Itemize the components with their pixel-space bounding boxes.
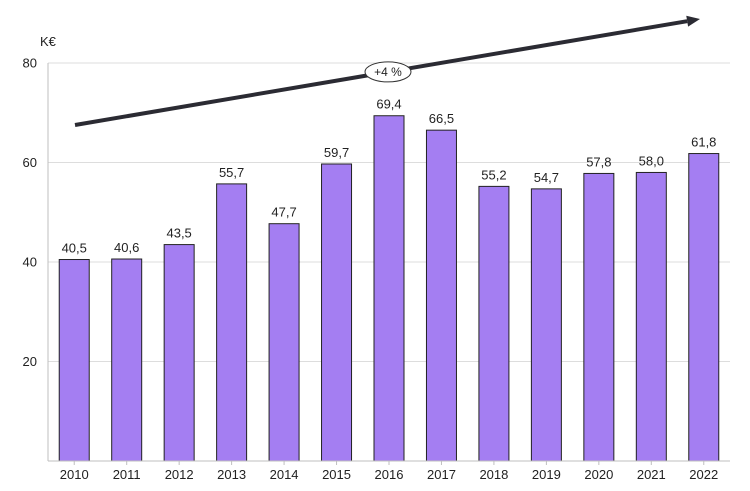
bars bbox=[58, 115, 720, 462]
y-tick-label: 20 bbox=[23, 354, 37, 369]
data-label-2011: 40,6 bbox=[114, 240, 139, 255]
data-label-2015: 59,7 bbox=[324, 145, 349, 160]
y-tick-label: 80 bbox=[23, 56, 37, 71]
y-tick-label: 60 bbox=[23, 155, 37, 170]
y-tick-label: 40 bbox=[23, 255, 37, 270]
bar-2016 bbox=[373, 115, 405, 462]
bar-2014 bbox=[268, 223, 300, 462]
x-tick-label-2011: 2011 bbox=[113, 467, 141, 482]
data-label-2016: 69,4 bbox=[376, 97, 401, 112]
bar-2017 bbox=[425, 129, 457, 462]
data-label-2021: 58,0 bbox=[639, 153, 664, 168]
data-label-2013: 55,7 bbox=[219, 165, 244, 180]
y-axis-unit-label: K€ bbox=[40, 34, 57, 49]
bar-2013 bbox=[216, 183, 248, 462]
trend-label-badge bbox=[364, 61, 412, 83]
data-label-2022: 61,8 bbox=[691, 135, 716, 150]
x-tick-label-2010: 2010 bbox=[60, 467, 89, 482]
data-label-2012: 43,5 bbox=[166, 226, 191, 241]
bar-2020 bbox=[583, 172, 615, 462]
x-tick-label-2021: 2021 bbox=[637, 467, 666, 482]
x-tick-label-2013: 2013 bbox=[217, 467, 246, 482]
bar-2022 bbox=[688, 153, 720, 462]
bar-2019 bbox=[530, 188, 562, 462]
x-axis: 2010 2011 2012 2013 2014 2015 2016 2017 2018 2019… bbox=[48, 460, 730, 482]
x-tick-label-2012: 2012 bbox=[165, 467, 194, 482]
data-labels: 40,5 40,6 43,5 55,7 47,7 59,7 69,4 66,5 55,2 54,7… bbox=[62, 97, 717, 256]
data-label-2010: 40,5 bbox=[62, 241, 87, 256]
y-axis: K€ 20 40 60 80 bbox=[23, 34, 57, 461]
bar-2015 bbox=[321, 163, 353, 462]
trend-arrow: +4 % bbox=[74, 15, 700, 127]
data-label-2017: 66,5 bbox=[429, 111, 454, 126]
x-tick-label-2016: 2016 bbox=[375, 467, 404, 482]
x-tick-label-2019: 2019 bbox=[532, 467, 561, 482]
bar-2021 bbox=[635, 171, 667, 462]
bar-2010 bbox=[58, 259, 90, 462]
data-label-2018: 55,2 bbox=[481, 167, 506, 182]
bar-2018 bbox=[478, 185, 510, 462]
x-tick-label-2022: 2022 bbox=[689, 467, 718, 482]
data-label-2020: 57,8 bbox=[586, 154, 611, 169]
x-tick-label-2020: 2020 bbox=[584, 467, 613, 482]
data-label-2019: 54,7 bbox=[534, 170, 559, 185]
bar-2012 bbox=[163, 244, 195, 462]
x-tick-label-2018: 2018 bbox=[479, 467, 508, 482]
data-label-2014: 47,7 bbox=[271, 205, 296, 220]
x-tick-label-2017: 2017 bbox=[427, 467, 456, 482]
trend-arrow-head bbox=[686, 15, 700, 27]
trend-label: +4 % bbox=[374, 65, 402, 79]
x-tick-label-2014: 2014 bbox=[270, 467, 299, 482]
x-tick-label-2015: 2015 bbox=[322, 467, 351, 482]
bar-2011 bbox=[111, 258, 143, 462]
